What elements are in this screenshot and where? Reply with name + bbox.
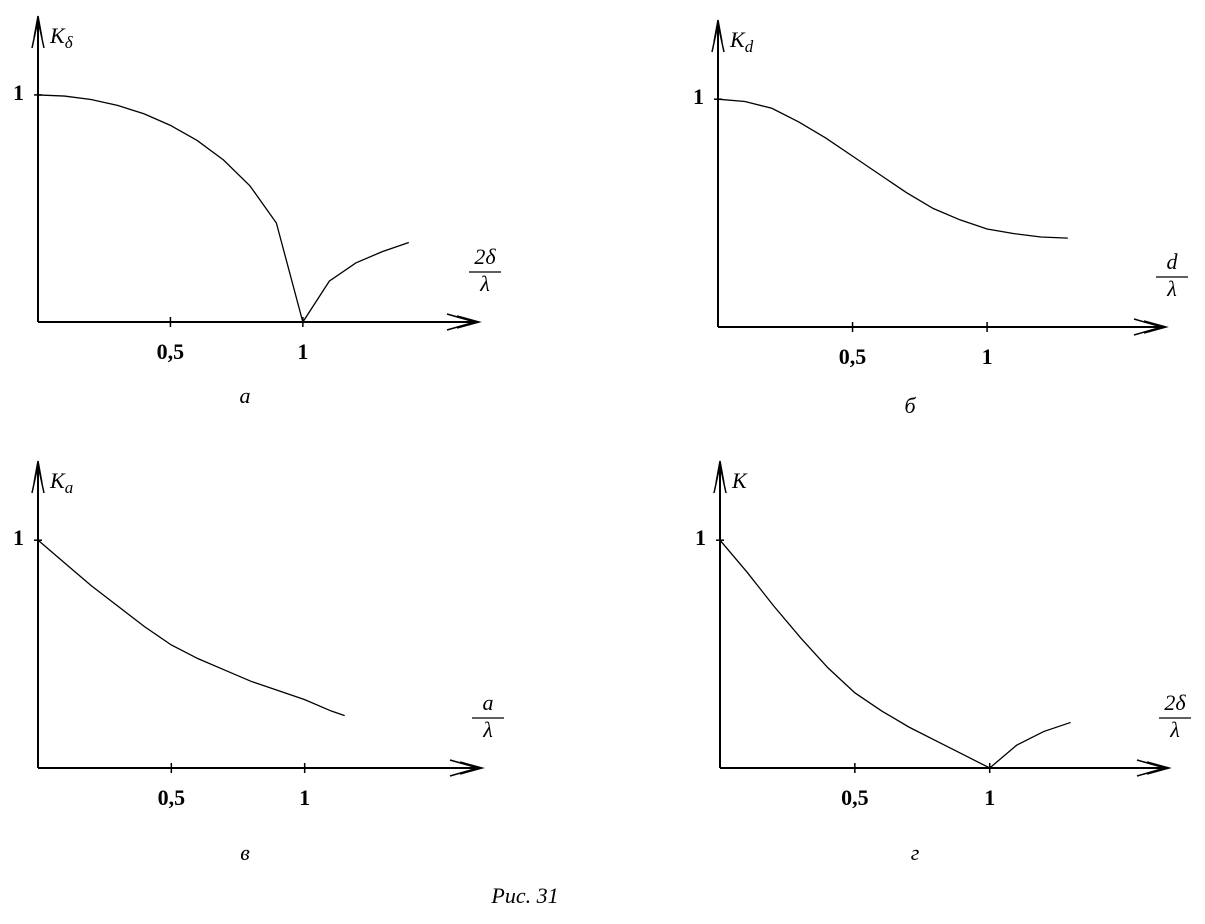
y-label-main: K <box>49 468 66 493</box>
x-tick-label: 0,5 <box>841 785 869 810</box>
y-axis-label: Ka <box>49 468 73 497</box>
x-tick-label: 1 <box>982 344 993 369</box>
x-axis-arrow <box>446 313 482 331</box>
panel-label: а <box>240 383 251 408</box>
figure-caption: Рис. 31 <box>490 883 558 908</box>
y-axis-arrow <box>31 460 45 494</box>
y-label-main: K <box>49 23 66 48</box>
y-tick-label: 1 <box>695 525 706 550</box>
x-axis-arrow <box>1136 759 1172 777</box>
x-tick-label: 1 <box>299 785 310 810</box>
panel-label: б <box>904 393 916 418</box>
curve <box>37 539 345 717</box>
y-label-sub: δ <box>65 33 74 52</box>
y-axis-label: Kδ <box>49 23 74 52</box>
x-tick-label: 0,5 <box>839 344 867 369</box>
panel-label: г <box>911 840 920 865</box>
x-label-numerator: 2δ <box>1164 690 1186 715</box>
x-label-denominator: λ <box>479 271 490 296</box>
x-axis-arrow <box>449 759 485 777</box>
x-tick-label: 1 <box>297 339 308 364</box>
x-label-numerator: a <box>483 690 494 715</box>
x-tick-label: 0,5 <box>157 339 185 364</box>
x-tick-label: 1 <box>984 785 995 810</box>
x-label-numerator: 2δ <box>474 244 496 269</box>
panel-label: в <box>240 840 250 865</box>
y-axis-arrow <box>31 15 45 49</box>
y-tick-label: 1 <box>693 84 704 109</box>
y-tick-label: 1 <box>13 525 24 550</box>
x-tick-label: 0,5 <box>158 785 186 810</box>
y-label-main: K <box>731 468 748 493</box>
y-axis-arrow <box>711 19 725 53</box>
x-axis-arrow <box>1133 318 1169 336</box>
curve <box>37 94 409 324</box>
x-label-denominator: λ <box>1166 276 1177 301</box>
y-tick-label: 1 <box>13 80 24 105</box>
y-label-sub: a <box>65 478 74 497</box>
y-axis-label: Kd <box>729 27 754 56</box>
curve <box>719 539 1071 769</box>
y-label-main: K <box>729 27 746 52</box>
y-axis-arrow <box>713 460 727 494</box>
y-axis-label: K <box>731 468 748 493</box>
x-label-numerator: d <box>1167 249 1179 274</box>
x-label-denominator: λ <box>482 717 493 742</box>
curve <box>717 98 1068 239</box>
x-label-denominator: λ <box>1169 717 1180 742</box>
y-label-sub: d <box>745 37 754 56</box>
